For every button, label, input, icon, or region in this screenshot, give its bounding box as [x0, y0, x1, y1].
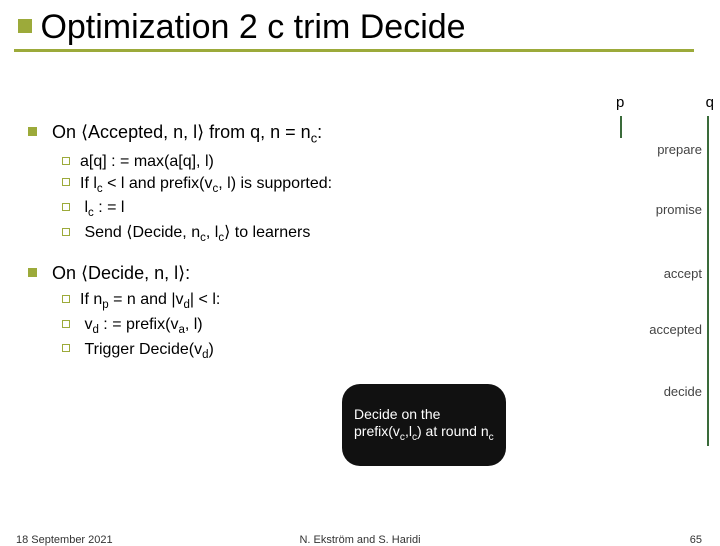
title-underline	[14, 49, 694, 52]
list-item: If lc < l and prefix(vc, l) is supported…	[62, 173, 548, 198]
pq-stage-label: prepare	[657, 142, 702, 157]
slide-title: Optimization 2 c trim Decide	[40, 8, 465, 46]
list-item: lc : = l	[62, 197, 548, 222]
title-block: Optimization 2 c trim Decide	[18, 8, 694, 52]
section1-items: a[q] : = max(a[q], l)If lc < l and prefi…	[62, 151, 548, 247]
pq-diagram: p q prepare promise accept accepted decide	[590, 94, 720, 454]
p-lifeline	[620, 116, 622, 138]
hollow-square-icon	[62, 320, 70, 328]
square-bullet-icon	[28, 268, 37, 277]
footer-authors: N. Ekström and S. Haridi	[0, 534, 720, 546]
section1-header: On ⟨Accepted, n, l⟩ from q, n = nc:	[52, 122, 322, 142]
square-bullet-icon	[28, 127, 37, 136]
pq-stage-label: accept	[664, 266, 702, 281]
bullet-on-accepted: On ⟨Accepted, n, l⟩ from q, n = nc:	[28, 120, 548, 147]
pq-stage-label: accepted	[649, 322, 702, 337]
hollow-square-icon	[62, 157, 70, 165]
list-item: vd : = prefix(va, l)	[62, 314, 548, 339]
title-bullet	[18, 19, 32, 33]
hollow-square-icon	[62, 295, 70, 303]
decide-bubble: Decide on the prefix(vc,lc) at round nc	[342, 384, 506, 466]
bullet-on-decide: On ⟨Decide, n, l⟩:	[28, 261, 548, 285]
section2-items: If np = n and |vd| < l: vd : = prefix(va…	[62, 289, 548, 363]
hollow-square-icon	[62, 178, 70, 186]
bubble-text: Decide on the prefix(vc,lc) at round nc	[354, 406, 494, 445]
hollow-square-icon	[62, 228, 70, 236]
list-item: a[q] : = max(a[q], l)	[62, 151, 548, 173]
q-lifeline	[707, 116, 709, 446]
list-item: Trigger Decide(vd)	[62, 339, 548, 364]
p-label: p	[616, 94, 624, 111]
list-item: If np = n and |vd| < l:	[62, 289, 548, 314]
pq-stage-label: decide	[664, 384, 702, 399]
hollow-square-icon	[62, 203, 70, 211]
list-item: Send ⟨Decide, nc, lc⟩ to learners	[62, 222, 548, 247]
section2-header: On ⟨Decide, n, l⟩:	[52, 263, 190, 283]
footer-page: 65	[690, 534, 702, 546]
hollow-square-icon	[62, 344, 70, 352]
content-area: On ⟨Accepted, n, l⟩ from q, n = nc: a[q]…	[28, 120, 548, 377]
q-label: q	[706, 94, 714, 111]
pq-stage-label: promise	[656, 202, 702, 217]
